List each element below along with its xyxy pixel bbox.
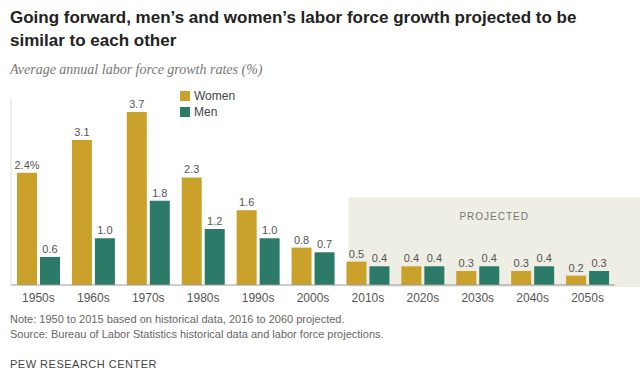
- svg-text:0.3: 0.3: [459, 257, 474, 269]
- svg-text:0.4: 0.4: [482, 252, 497, 264]
- html-text:Going forward, men’s and women: Going forward, men’s and women’s labor f…: [10, 8, 577, 50]
- svg-text:0.5: 0.5: [349, 248, 364, 260]
- svg-text:1.6: 1.6: [239, 196, 254, 208]
- svg-text:2.3: 2.3: [184, 163, 199, 175]
- svg-text:0.4: 0.4: [537, 252, 552, 264]
- svg-text:1.2: 1.2: [207, 215, 222, 227]
- svg-text:2040s: 2040s: [516, 291, 549, 305]
- svg-text:1.8: 1.8: [152, 187, 167, 199]
- svg-text:0.4: 0.4: [404, 252, 419, 264]
- svg-text:3.1: 3.1: [74, 126, 89, 138]
- html-text:Source: Bureau of Labor Statis: Source: Bureau of Labor Statistics histo…: [10, 328, 384, 340]
- svg-text:0.7: 0.7: [317, 238, 332, 250]
- svg-text:1990s: 1990s: [242, 291, 275, 305]
- svg-text:2020s: 2020s: [406, 291, 439, 305]
- html-text:PEW RESEARCH CENTER: PEW RESEARCH CENTER: [10, 358, 157, 370]
- svg-text:1950s: 1950s: [22, 291, 55, 305]
- html-text:Average annual labor force gro: Average annual labor force growth rates …: [10, 62, 263, 77]
- svg-text:PROJECTED: PROJECTED: [459, 211, 529, 222]
- svg-text:1960s: 1960s: [77, 291, 110, 305]
- svg-text:0.2: 0.2: [568, 262, 583, 274]
- svg-text:2030s: 2030s: [461, 291, 494, 305]
- svg-text:1980s: 1980s: [187, 291, 220, 305]
- svg-text:0.3: 0.3: [591, 257, 606, 269]
- svg-text:2050s: 2050s: [571, 291, 604, 305]
- svg-text:1970s: 1970s: [132, 291, 165, 305]
- svg-text:1.0: 1.0: [97, 224, 112, 236]
- svg-text:0.6: 0.6: [42, 243, 57, 255]
- svg-text:1.0: 1.0: [262, 224, 277, 236]
- svg-text:0.4: 0.4: [427, 252, 442, 264]
- svg-text:3.7: 3.7: [129, 98, 144, 110]
- svg-text:2010s: 2010s: [352, 291, 385, 305]
- html-text:Men: Men: [194, 105, 218, 119]
- svg-text:0.3: 0.3: [514, 257, 529, 269]
- svg-text:2.4%: 2.4%: [14, 159, 39, 171]
- html-text:Women: Women: [194, 89, 236, 103]
- svg-text:2000s: 2000s: [297, 291, 330, 305]
- svg-text:0.8: 0.8: [294, 234, 309, 246]
- html-text:Note: 1950 to 2015 based on hi: Note: 1950 to 2015 based on historical d…: [10, 313, 345, 325]
- svg-text:0.4: 0.4: [372, 252, 387, 264]
